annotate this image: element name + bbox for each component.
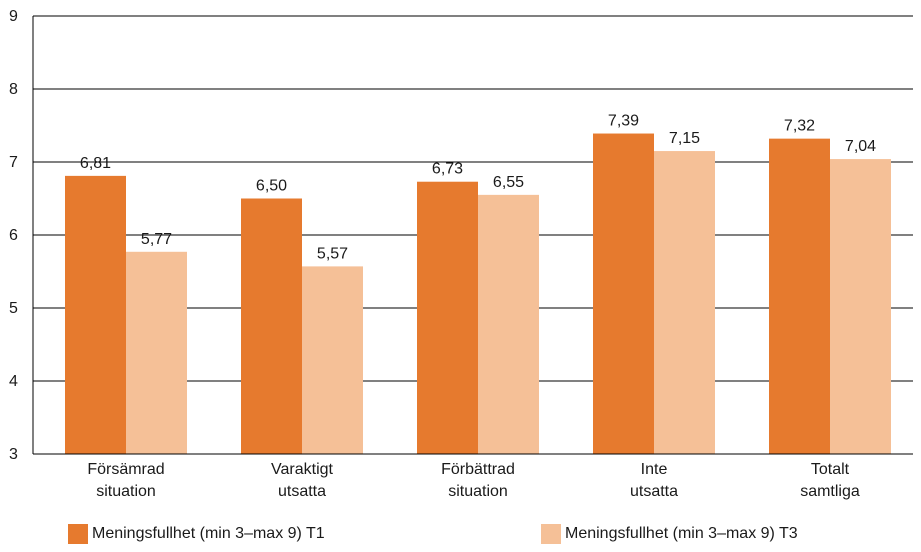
data-label: 5,77: [141, 231, 172, 248]
bar-series2: [478, 194, 539, 454]
x-tick-label: utsatta: [278, 483, 326, 500]
bar-series2: [302, 266, 363, 454]
y-tick-label: 5: [9, 300, 18, 317]
x-tick-label: Varaktigt: [271, 461, 334, 478]
x-tick-label: Förbättrad: [441, 461, 515, 478]
bar-series1: [417, 181, 478, 454]
x-tick-label: situation: [448, 483, 508, 500]
bar-series1: [65, 175, 126, 454]
data-label: 6,81: [80, 155, 111, 172]
legend-item-t3: Meningsfullhet (min 3–max 9) T3: [541, 524, 798, 544]
legend-item-t1: Meningsfullhet (min 3–max 9) T1: [68, 524, 325, 544]
data-label: 6,73: [432, 161, 463, 178]
x-tick-label: Totalt: [811, 461, 850, 478]
data-label: 6,50: [256, 178, 287, 195]
data-label: 6,55: [493, 174, 524, 191]
bar-series2: [654, 151, 715, 455]
data-label: 7,15: [669, 130, 700, 147]
legend-swatch-t3: [541, 524, 561, 544]
y-tick-label: 9: [9, 8, 18, 25]
bar-series2: [126, 251, 187, 454]
bar-series2: [830, 159, 891, 454]
x-tick-label: samtliga: [800, 483, 860, 500]
y-tick-label: 7: [9, 154, 18, 171]
x-tick-label: Inte: [641, 461, 668, 478]
bar-series1: [769, 138, 830, 454]
data-label: 5,57: [317, 245, 348, 262]
y-tick-label: 3: [9, 446, 18, 463]
legend-swatch-t1: [68, 524, 88, 544]
y-tick-label: 4: [9, 373, 18, 390]
data-label: 7,39: [608, 113, 639, 130]
bar-series1: [241, 198, 302, 454]
data-label: 7,32: [784, 118, 815, 135]
legend-label-t1: Meningsfullhet (min 3–max 9) T1: [92, 525, 325, 542]
x-tick-label: utsatta: [630, 483, 678, 500]
y-tick-label: 8: [9, 81, 18, 98]
data-label: 7,04: [845, 138, 876, 155]
bar-series1: [593, 133, 654, 454]
x-tick-label: situation: [96, 483, 156, 500]
x-tick-label: Försämrad: [87, 461, 164, 478]
y-tick-label: 6: [9, 227, 18, 244]
legend-label-t3: Meningsfullhet (min 3–max 9) T3: [565, 525, 798, 542]
